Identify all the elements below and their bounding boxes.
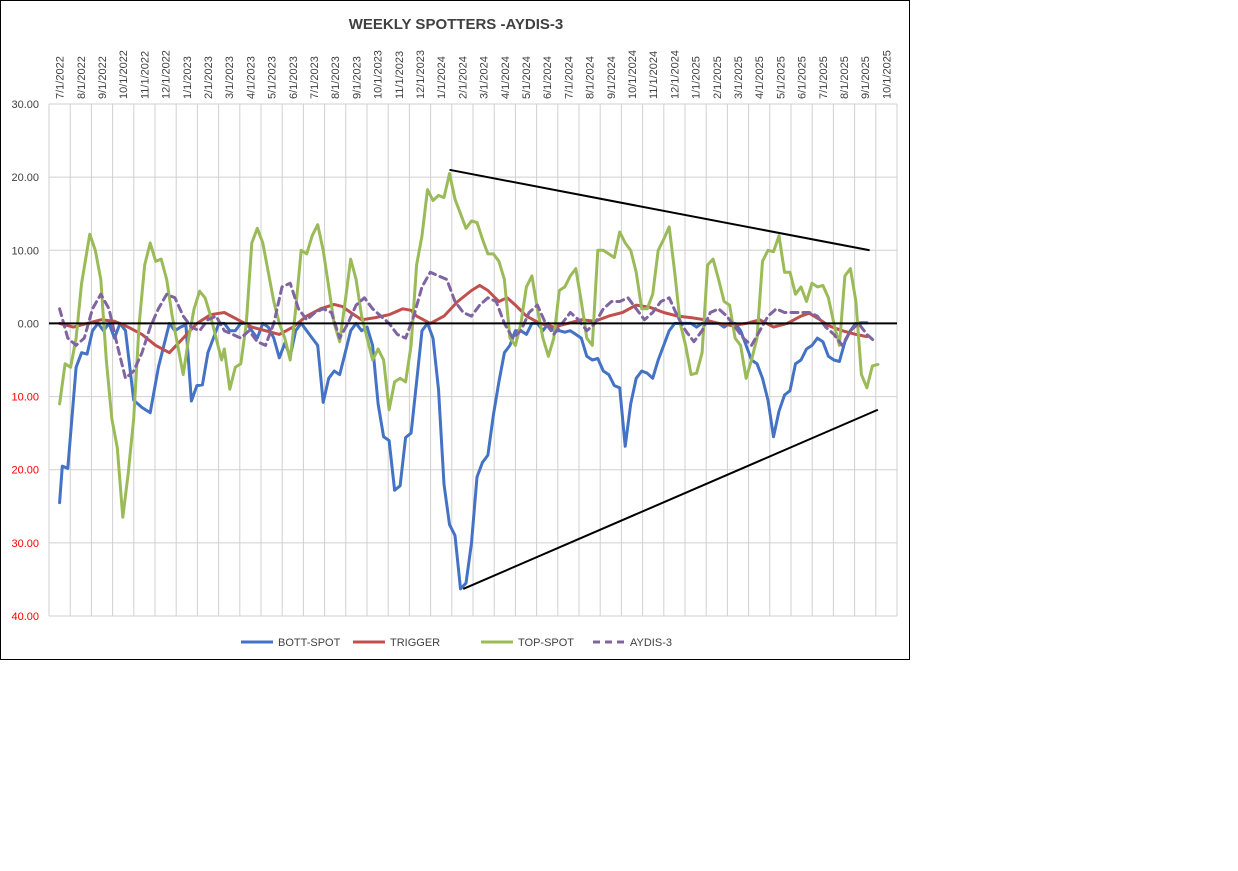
x-tick-label: 3/1/2024 [479, 56, 491, 99]
x-tick-label: 10/1/2023 [373, 50, 385, 99]
x-tick-label: 4/1/2023 [245, 56, 257, 99]
x-tick-label: 8/1/2025 [839, 56, 851, 99]
plot-area: 30.00 20.00 10.00 0.00 10.00 20.00 30.00 40.00 7… [11, 50, 898, 623]
x-tick-label: 7/1/2024 [563, 56, 575, 99]
chart-title: WEEKLY SPOTTERS -AYDIS-3 [349, 16, 564, 33]
x-tick-label: 9/1/2022 [97, 56, 109, 99]
x-tick-label: 1/1/2024 [436, 56, 448, 99]
y-tick-label: 20.00 [11, 172, 39, 184]
series-line-trigger [58, 283, 869, 355]
x-tick-label: 7/1/2023 [309, 56, 321, 99]
x-tick-label: 2/1/2025 [712, 56, 724, 99]
series-line-top-spot [58, 172, 880, 519]
y-tick-label: 0.00 [18, 318, 39, 330]
x-tick-label: 9/1/2024 [606, 56, 618, 99]
x-tick-label: 9/1/2025 [860, 56, 872, 99]
x-tick-label: 11/1/2024 [648, 51, 660, 99]
x-tick-label: 6/1/2023 [288, 56, 300, 99]
x-tick-label: 2/1/2023 [203, 56, 215, 99]
x-tick-label: 7/1/2025 [818, 56, 830, 99]
y-tick-label: 20.00 [11, 465, 39, 477]
x-tick-label: 10/1/2022 [118, 50, 130, 99]
x-tick-label: 7/1/2022 [55, 56, 67, 99]
y-tick-label: 10.00 [11, 392, 39, 404]
x-tick-label: 10/1/2024 [627, 50, 639, 99]
legend-label: TOP-SPOT [518, 637, 574, 649]
x-tick-label: 1/1/2023 [182, 56, 194, 99]
x-tick-label: 3/1/2025 [733, 56, 745, 99]
legend-label: BOTT-SPOT [278, 637, 341, 649]
chart-frame: WEEKLY SPOTTERS -AYDIS-3 30.00 20.00 10.00… [0, 0, 910, 660]
x-tick-label: 10/1/2025 [881, 50, 893, 99]
y-tick-label: 10.00 [11, 245, 39, 257]
x-tick-label: 8/1/2024 [585, 56, 597, 99]
series-line-aydis-3 [58, 270, 877, 380]
y-tick-label: 30.00 [11, 99, 39, 111]
lower-trendline [462, 408, 879, 590]
y-tick-label: 40.00 [11, 611, 39, 623]
x-tick-label: 8/1/2022 [76, 56, 88, 99]
x-tick-label: 6/1/2024 [542, 56, 554, 99]
x-tick-label: 5/1/2023 [267, 56, 279, 99]
x-tick-label: 6/1/2025 [797, 56, 809, 99]
x-tick-label: 12/1/2022 [161, 50, 173, 99]
legend-label: TRIGGER [390, 637, 440, 649]
x-tick-label: 2/1/2024 [457, 56, 469, 99]
x-tick-label: 12/1/2023 [415, 50, 427, 99]
legend-label: AYDIS-3 [630, 637, 672, 649]
x-tick-label: 11/1/2023 [394, 51, 406, 99]
x-tick-label: 1/1/2025 [691, 56, 703, 99]
x-tick-label: 8/1/2023 [330, 56, 342, 99]
x-tick-label: 9/1/2023 [351, 56, 363, 99]
x-tick-label: 12/1/2024 [669, 50, 681, 99]
legend: BOTT-SPOT TRIGGER TOP-SPOT AYDIS-3 [241, 637, 672, 649]
y-tick-label: 30.00 [11, 538, 39, 550]
chart-svg: WEEKLY SPOTTERS -AYDIS-3 30.00 20.00 10.00… [11, 16, 898, 649]
x-tick-label: 5/1/2024 [521, 56, 533, 99]
x-tick-label: 11/1/2022 [139, 51, 151, 99]
x-tick-label: 4/1/2025 [754, 56, 766, 99]
x-tick-label: 4/1/2024 [500, 56, 512, 99]
x-tick-label: 3/1/2023 [224, 56, 236, 99]
x-tick-label: 5/1/2025 [775, 56, 787, 99]
upper-trendline [449, 168, 870, 252]
